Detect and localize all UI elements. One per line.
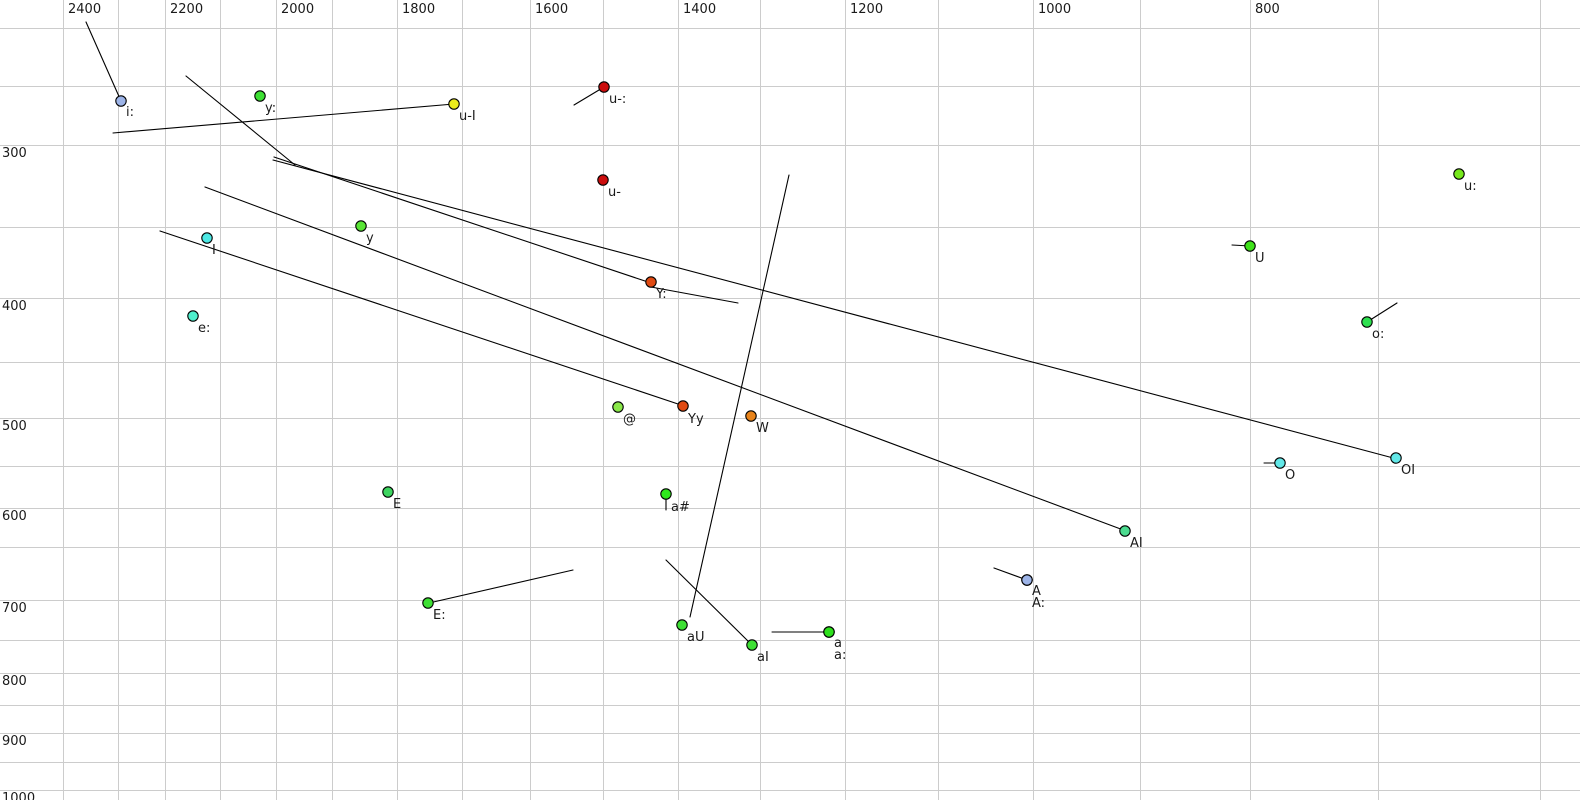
- marker-o-15[interactable]: [1274, 457, 1286, 469]
- marker-ai-24[interactable]: [746, 639, 758, 651]
- x-tick-2400: 2400: [68, 2, 102, 17]
- marker-a_-26[interactable]: [823, 626, 835, 638]
- marker-e_-10[interactable]: [187, 310, 199, 322]
- trajectory-i:-traj: [85, 21, 122, 102]
- marker-e_-22[interactable]: [422, 597, 434, 609]
- point-label-_-12: @: [623, 412, 636, 427]
- marker-u_-4[interactable]: [597, 174, 609, 186]
- point-label-y_-1: y:: [265, 101, 277, 116]
- marker-a_-18[interactable]: [660, 488, 672, 500]
- marker-u_i-2[interactable]: [448, 98, 460, 110]
- marker-yy-13[interactable]: [677, 400, 689, 412]
- trajectory-A-traj: [993, 567, 1028, 581]
- marker-oi-16[interactable]: [1390, 452, 1402, 464]
- point-label-a_-21: A:: [1032, 596, 1046, 611]
- marker-au-23[interactable]: [676, 619, 688, 631]
- marker-y_-1[interactable]: [254, 90, 266, 102]
- trajectory-Yy-traj: [159, 230, 685, 407]
- marker-o_-11[interactable]: [1361, 316, 1373, 328]
- point-label-u__-3: u-:: [609, 92, 627, 107]
- point-label-ai-24: aI: [757, 650, 769, 665]
- x-tick-2200: 2200: [170, 2, 204, 17]
- marker-e-17[interactable]: [382, 486, 394, 498]
- x-tick-1200: 1200: [850, 2, 884, 17]
- trajectory-long-right-traj: [272, 159, 1398, 460]
- point-label-y-7: y: [366, 231, 374, 246]
- trajectory-o:-traj: [1366, 302, 1398, 323]
- trajectory-Y-traj: [273, 156, 652, 284]
- x-tick-1600: 1600: [535, 2, 569, 17]
- point-label-u_-5: u:: [1464, 179, 1477, 194]
- point-label-u_i-2: u-I: [459, 109, 476, 124]
- y-tick-800: 800: [2, 674, 27, 689]
- marker-y-7[interactable]: [355, 220, 367, 232]
- point-label-a-25: a: [834, 636, 842, 651]
- point-label-e-17: E: [393, 497, 402, 512]
- marker-ai-19[interactable]: [1119, 525, 1131, 537]
- marker-i-6[interactable]: [201, 232, 213, 244]
- trajectory-aI-traj: [665, 559, 753, 646]
- y-tick-1000: 1000: [2, 791, 36, 800]
- marker-a_-21[interactable]: [1021, 574, 1033, 586]
- marker-w-14[interactable]: [745, 410, 757, 422]
- point-label-yy-13: Yy: [688, 412, 704, 427]
- marker-y_-9[interactable]: [645, 276, 657, 288]
- y-tick-300: 300: [2, 146, 27, 161]
- y-tick-900: 900: [2, 734, 27, 749]
- trajectory-steep-traj: [689, 174, 790, 618]
- point-label-a_-18: a#: [671, 500, 690, 515]
- marker-i_-0[interactable]: [115, 95, 127, 107]
- trajectory-u-I-traj: [112, 103, 455, 134]
- x-tick-1000: 1000: [1038, 2, 1072, 17]
- point-label-e_-22: E:: [433, 608, 446, 623]
- y-tick-500: 500: [2, 419, 27, 434]
- point-label-a-20: A: [1032, 584, 1041, 599]
- point-label-oi-16: OI: [1401, 463, 1416, 478]
- data-point-markers: [115, 81, 1465, 651]
- point-label-w-14: W: [756, 421, 769, 436]
- point-label-a_-26: a:: [834, 648, 847, 663]
- trajectory-y:-traj: [185, 75, 296, 166]
- point-label-o-15: O: [1285, 468, 1296, 483]
- trajectory-lines: [85, 21, 1398, 646]
- x-tick-1400: 1400: [683, 2, 717, 17]
- point-label-ai-19: AI: [1130, 536, 1143, 551]
- trajectory-Y-short: [650, 286, 739, 304]
- y-tick-600: 600: [2, 509, 27, 524]
- point-label-u-8: U: [1255, 251, 1265, 266]
- marker-u-8[interactable]: [1244, 240, 1256, 252]
- point-label-i_-0: i:: [126, 105, 134, 120]
- point-label-i-6: I: [212, 243, 216, 258]
- trajectory-u-:-traj: [573, 86, 605, 106]
- x-tick-800: 800: [1255, 2, 1280, 17]
- trajectory-mid-traj: [204, 186, 1127, 532]
- point-label-o_-11: o:: [1372, 327, 1385, 342]
- point-label-au-23: aU: [687, 630, 705, 645]
- point-label-e_-10: e:: [198, 321, 211, 336]
- x-tick-1800: 1800: [402, 2, 436, 17]
- point-label-u_-4: u-: [608, 185, 621, 200]
- point-label-y_-9: Y:: [656, 287, 667, 302]
- marker-_-12[interactable]: [612, 401, 624, 413]
- y-tick-400: 400: [2, 299, 27, 314]
- x-tick-2000: 2000: [281, 2, 315, 17]
- marker-u__-3[interactable]: [598, 81, 610, 93]
- trajectory-E:-traj: [428, 569, 574, 604]
- y-tick-700: 700: [2, 601, 27, 616]
- marker-u_-5[interactable]: [1453, 168, 1465, 180]
